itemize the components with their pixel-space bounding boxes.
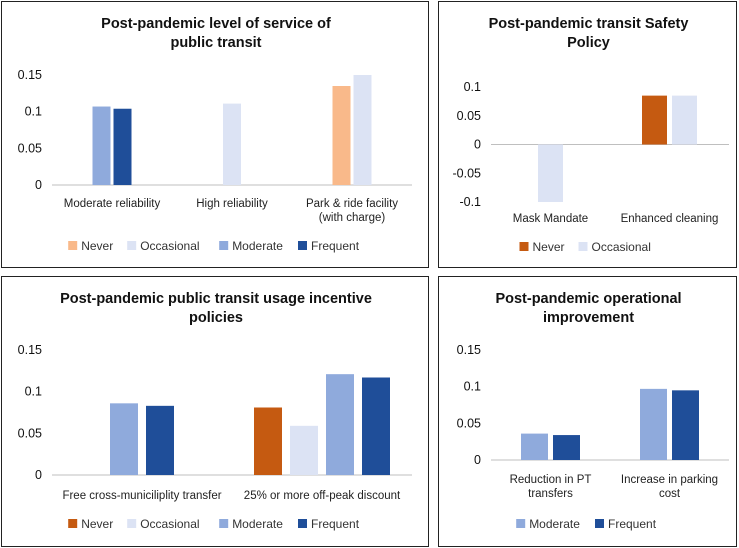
legend-swatch-moderate: [516, 519, 526, 528]
category-label: Free cross-municiliplity transfer: [62, 490, 221, 502]
y-tick-label: 0.1: [25, 105, 42, 119]
legend-label: Frequent: [311, 239, 360, 253]
legend-swatch-never: [519, 242, 529, 251]
y-tick-label: 0: [35, 178, 42, 192]
bar-frequent: [113, 108, 132, 185]
chart-panel-safety-policy: Post-pandemic transit Safety Policy -0.1 -0…: [438, 1, 737, 268]
legend-label: Frequent: [311, 517, 360, 531]
legend-label: Never: [81, 239, 113, 253]
chart-title: public transit: [170, 35, 261, 51]
bar-occasional: [672, 95, 697, 145]
y-tick-label: 0.05: [457, 109, 481, 123]
chart-title: Post-pandemic public transit usage incen…: [60, 291, 372, 307]
bar-occasional: [353, 75, 372, 185]
y-tick-label: 0: [474, 453, 481, 467]
y-tick-label: 0.05: [18, 426, 42, 440]
bar-moderate: [640, 388, 667, 460]
y-tick-label: 0.1: [464, 380, 481, 394]
bar-moderate: [521, 433, 548, 460]
category-label: Reduction in PT: [510, 474, 592, 486]
chart-operational-improvement: Post-pandemic operational improvement 0 0.0…: [457, 291, 729, 531]
y-tick-label: 0: [35, 468, 42, 482]
legend-swatch-never: [68, 241, 78, 250]
legend-label: Never: [533, 240, 565, 254]
bar-never: [332, 86, 351, 185]
y-tick-label: 0.15: [18, 68, 42, 82]
legend-swatch-frequent: [298, 519, 307, 528]
category-label: Moderate reliability: [64, 198, 161, 210]
chart-title: Post-pandemic level of service of: [101, 16, 331, 32]
bar-frequent: [146, 405, 174, 475]
bar-moderate: [92, 106, 111, 185]
category-label: High reliability: [196, 198, 268, 210]
chart-usage-incentive: Post-pandemic public transit usage incen…: [18, 291, 412, 531]
legend-swatch-moderate: [219, 241, 229, 250]
y-tick-label: 0.1: [464, 80, 481, 94]
chart-level-of-service: Post-pandemic level of service of public …: [18, 16, 412, 253]
y-tick-label: 0.1: [25, 385, 42, 399]
bar-frequent: [362, 377, 390, 475]
y-tick-label: 0.15: [18, 343, 42, 357]
category-label: Enhanced cleaning: [621, 213, 719, 225]
y-tick-label: -0.05: [453, 166, 482, 180]
legend-swatch-occasional: [127, 519, 137, 528]
legend-swatch-never: [68, 519, 78, 528]
chart-panel-level-of-service: Post-pandemic level of service of public …: [1, 1, 429, 268]
chart-safety-policy: Post-pandemic transit Safety Policy -0.1 -0…: [453, 16, 729, 254]
chart-panel-usage-incentive: Post-pandemic public transit usage incen…: [1, 276, 429, 547]
y-tick-label: 0.15: [457, 343, 481, 357]
legend-swatch-occasional: [127, 241, 137, 250]
legend-label: Moderate: [232, 517, 283, 531]
y-tick-label: 0.05: [457, 416, 481, 430]
legend-swatch-moderate: [219, 519, 229, 528]
chart-title: Policy: [567, 35, 610, 51]
chart-panel-operational-improvement: Post-pandemic operational improvement 0 0.0…: [438, 276, 737, 547]
category-label: cost: [659, 488, 681, 500]
legend-label: Moderate: [529, 517, 580, 531]
chart-title: improvement: [543, 310, 634, 326]
category-label: (with charge): [319, 212, 386, 224]
bar-frequent: [553, 435, 580, 460]
bar-moderate: [110, 403, 138, 475]
category-label: Increase in parking: [621, 474, 718, 486]
chart-title: Post-pandemic transit Safety: [489, 16, 689, 32]
category-label: Park & ride facility: [306, 198, 398, 210]
category-label: Mask Mandate: [513, 213, 588, 225]
legend-swatch-frequent: [595, 519, 604, 528]
bar-occasional: [290, 425, 318, 475]
legend-label: Never: [81, 517, 113, 531]
chart-title: policies: [189, 310, 243, 326]
bar-moderate: [326, 374, 354, 475]
legend-swatch-occasional: [578, 242, 588, 251]
legend-label: Occasional: [140, 239, 199, 253]
bar-never: [642, 95, 667, 145]
bar-frequent: [672, 390, 699, 460]
y-tick-label: -0.1: [459, 195, 481, 209]
legend-label: Frequent: [608, 517, 657, 531]
category-label: transfers: [528, 488, 573, 500]
y-tick-label: 0.05: [18, 141, 42, 155]
legend-label: Moderate: [232, 239, 283, 253]
y-tick-label: 0: [474, 138, 481, 152]
bar-occasional: [538, 144, 563, 202]
chart-title: Post-pandemic operational: [495, 291, 681, 307]
legend-label: Occasional: [140, 517, 199, 531]
bar-never: [254, 407, 282, 475]
category-label: 25% or more off-peak discount: [244, 490, 401, 502]
legend-label: Occasional: [592, 240, 651, 254]
legend-swatch-frequent: [298, 241, 307, 250]
bar-occasional: [223, 103, 241, 185]
